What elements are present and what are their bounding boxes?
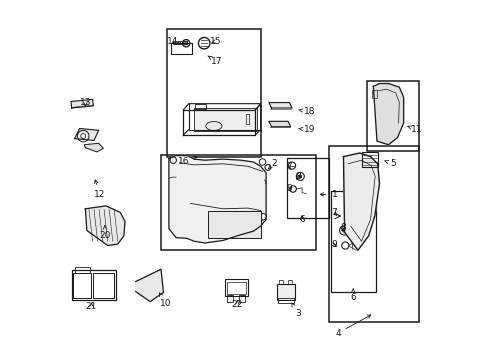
Text: 9: 9 [330, 240, 336, 249]
Text: 16: 16 [178, 156, 196, 166]
Polygon shape [71, 99, 93, 108]
Text: 5: 5 [384, 159, 395, 168]
Text: 9: 9 [285, 184, 291, 193]
Bar [194, 108, 257, 131]
Bar [183, 41, 186, 44]
Bar [279, 280, 283, 284]
Text: 17: 17 [207, 56, 222, 66]
Bar [330, 191, 375, 292]
Bar [194, 104, 205, 109]
Text: 13: 13 [80, 98, 91, 107]
Bar [288, 280, 291, 284]
Polygon shape [85, 206, 125, 246]
Bar [208, 211, 260, 238]
Text: 2: 2 [268, 159, 276, 169]
Text: 11: 11 [407, 125, 422, 134]
Text: 7: 7 [330, 208, 336, 217]
Bar [328, 146, 418, 322]
Bar [286, 158, 328, 218]
Bar [276, 284, 294, 300]
Text: 6: 6 [349, 289, 355, 302]
Bar [170, 43, 192, 54]
Text: 10: 10 [159, 293, 171, 307]
Ellipse shape [205, 122, 222, 130]
Polygon shape [75, 129, 99, 140]
Bar [361, 152, 378, 167]
Polygon shape [268, 121, 290, 127]
Text: 4: 4 [335, 315, 370, 338]
Bar [371, 90, 376, 98]
Text: 14: 14 [166, 37, 182, 46]
Bar [239, 295, 244, 302]
Bar [167, 29, 260, 157]
Bar [75, 267, 90, 273]
Circle shape [342, 229, 346, 232]
Bar [224, 279, 247, 296]
Bar [344, 213, 355, 219]
Text: 15: 15 [209, 37, 221, 46]
Text: 18: 18 [298, 107, 315, 116]
Polygon shape [343, 153, 379, 250]
Bar [72, 270, 115, 300]
Text: 8: 8 [294, 172, 300, 181]
Text: 21: 21 [85, 302, 97, 311]
Polygon shape [373, 84, 403, 145]
Bar [227, 282, 245, 294]
Circle shape [298, 175, 301, 178]
Polygon shape [268, 103, 291, 108]
Bar [73, 273, 91, 298]
Polygon shape [136, 269, 163, 302]
Text: 6: 6 [299, 215, 305, 224]
Text: 19: 19 [298, 125, 315, 134]
Bar [173, 41, 177, 44]
Text: 3: 3 [291, 303, 300, 318]
Polygon shape [84, 143, 103, 152]
Bar [227, 295, 232, 302]
Polygon shape [168, 156, 265, 243]
Text: 8: 8 [339, 223, 345, 232]
Text: 7: 7 [285, 162, 291, 171]
Bar [161, 155, 316, 250]
Bar [366, 81, 418, 151]
Text: 1: 1 [320, 190, 337, 199]
Bar [93, 273, 114, 298]
Bar [277, 298, 294, 303]
Text: 20: 20 [99, 226, 110, 240]
Bar [246, 114, 249, 124]
Bar [178, 41, 182, 44]
Text: 12: 12 [94, 180, 105, 199]
Text: 22: 22 [231, 300, 243, 309]
